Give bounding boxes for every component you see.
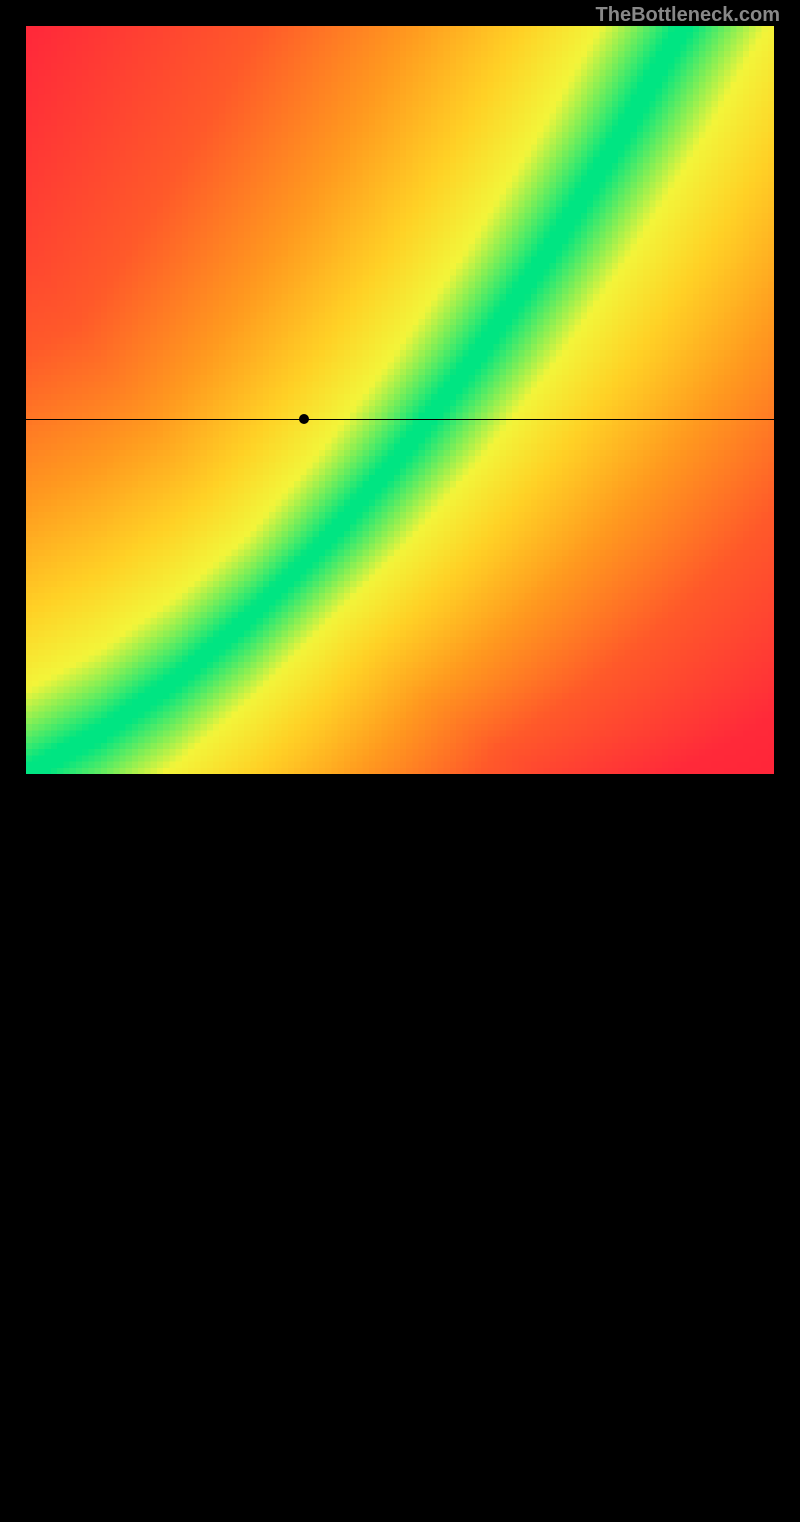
crosshair-vertical [304, 774, 305, 1522]
heatmap-plot [26, 26, 774, 774]
crosshair-horizontal [26, 419, 774, 420]
crosshair-marker [299, 414, 309, 424]
watermark-text: TheBottleneck.com [596, 4, 780, 27]
heatmap-canvas [26, 26, 774, 774]
